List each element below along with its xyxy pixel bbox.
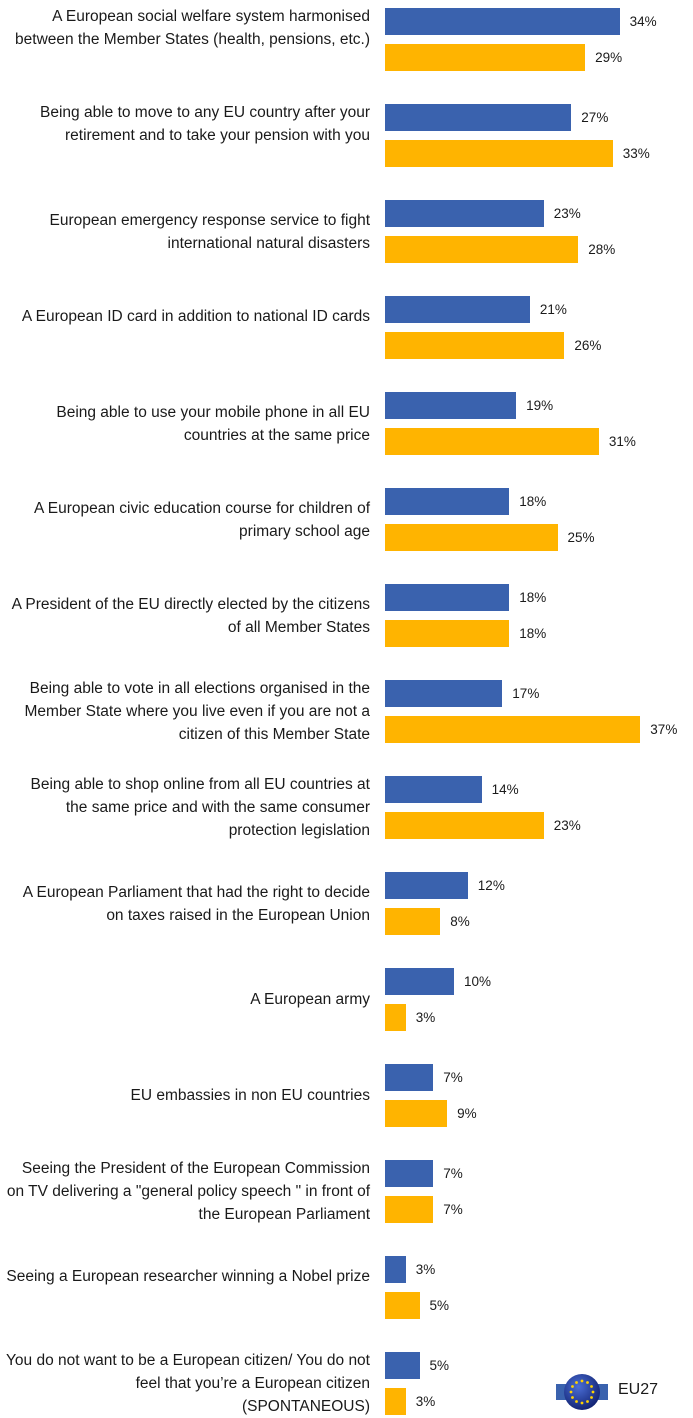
data-label: 37% [650,722,678,737]
bar-series-1 [385,200,544,227]
data-label: 29% [595,50,623,65]
category-label: Being able to vote in all elections orga… [24,680,371,743]
bar-series-2 [385,1004,406,1031]
flag-star [575,1400,578,1403]
data-label: 18% [519,626,547,641]
category-label: Being able to move to any EU country aft… [40,104,370,144]
flag-star [580,1379,584,1383]
data-label: 3% [415,1010,436,1025]
bar-series-2 [385,428,599,455]
bar-series-2 [385,908,441,935]
flag-star [571,1385,574,1388]
bar-series-2 [385,812,544,839]
data-label: 7% [443,1202,463,1217]
bar-series-2 [385,716,641,743]
category-label: You do not want to be a European citizen… [6,1352,370,1415]
bar-series-1 [385,872,468,899]
data-label: 28% [588,242,616,257]
bar-series-2 [385,524,558,551]
bar-series-1 [385,488,510,515]
flag-star [590,1385,593,1388]
category-label: A European social welfare system harmoni… [15,8,370,48]
bar-series-2 [385,236,579,263]
data-label: 27% [581,110,609,125]
category-label: European emergency response service to f… [49,211,370,252]
bar-series-1 [385,680,503,707]
flag-star [569,1390,573,1394]
data-label: 14% [491,782,519,797]
data-label: 7% [443,1166,463,1181]
bar-series-2 [385,332,565,359]
data-label: 19% [526,398,554,413]
data-label: 23% [553,206,581,221]
data-label: 5% [429,1358,450,1373]
flag-star [586,1400,589,1403]
category-label: Being able to shop online from all EU co… [30,776,370,839]
data-label: 12% [477,878,505,893]
data-label: 18% [519,494,547,509]
category-label: A President of the EU directly elected b… [11,595,370,636]
category-label: Seeing a European researcher winning a N… [6,1267,370,1285]
data-label: 7% [443,1070,463,1085]
category-label: Being able to use your mobile phone in a… [56,403,370,444]
data-label: 3% [415,1394,436,1409]
bar-series-1 [385,1256,406,1283]
bar-series-1 [385,1352,420,1379]
category-label: A European ID card in addition to nation… [21,307,370,325]
data-label: 23% [553,818,581,833]
data-label: 3% [415,1262,436,1277]
data-label: 33% [622,146,650,161]
category-label: Seeing the President of the European Com… [6,1160,370,1223]
data-label: 26% [574,338,602,353]
category-label: EU embassies in non EU countries [130,1087,370,1104]
bar-series-1 [385,296,530,323]
data-label: 18% [519,590,547,605]
bar-series-1 [385,1160,434,1187]
flag-star [571,1396,574,1399]
bar-series-1 [385,776,482,803]
bar-series-1 [385,584,510,611]
bar-series-2 [385,140,613,167]
data-label: 17% [512,686,540,701]
bar-series-1 [385,968,454,995]
flag-star [586,1381,589,1384]
category-label: A European army [250,991,370,1008]
bar-series-2 [385,1100,448,1127]
flag-star [591,1390,595,1394]
bar-series-1 [385,104,572,131]
bar-series-1 [385,392,517,419]
data-label: 5% [429,1298,450,1313]
bar-series-2 [385,1388,406,1415]
bar-series-1 [385,8,620,35]
eu-flag-icon [556,1374,608,1410]
data-label: 31% [608,434,636,449]
flag-star [575,1381,578,1384]
legend-label: EU27 [618,1381,659,1398]
category-label: A European Parliament that had the right… [22,883,370,924]
category-label: A European civic education course for ch… [33,499,370,540]
bar-series-1 [385,1064,434,1091]
bar-series-2 [385,1196,434,1223]
bar-series-2 [385,1292,420,1319]
flag-star [580,1401,584,1405]
data-label: 21% [539,302,567,317]
data-label: 8% [450,914,470,929]
flag-star [590,1396,593,1399]
data-label: 10% [464,974,492,989]
data-label: 9% [457,1106,477,1121]
data-label: 25% [567,530,595,545]
data-label: 34% [629,14,657,29]
bar-series-2 [385,44,586,71]
bar-series-2 [385,620,510,647]
